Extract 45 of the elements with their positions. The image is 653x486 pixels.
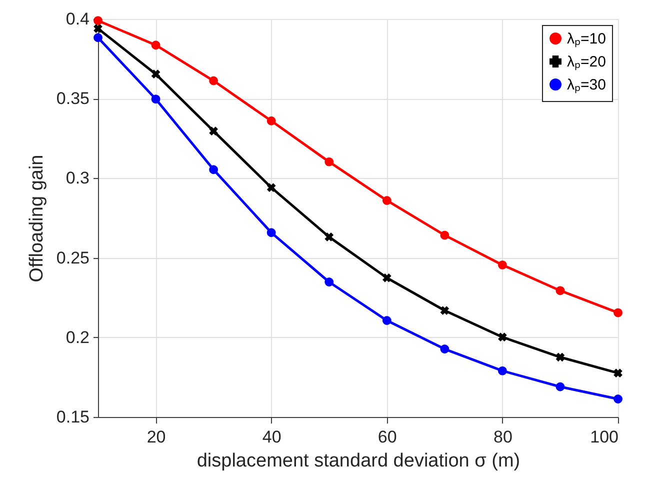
- point: [614, 308, 622, 318]
- point: [614, 394, 622, 404]
- point: [440, 230, 450, 240]
- x-tick-label: 100: [590, 428, 618, 446]
- x-tick-label: 60: [378, 428, 397, 446]
- point: [324, 157, 334, 166]
- point: [151, 40, 160, 50]
- point: [209, 126, 218, 136]
- y-tick-label: 0.4: [66, 10, 90, 28]
- point: [556, 382, 565, 392]
- x-tick-label: 80: [493, 428, 512, 446]
- point: [209, 165, 218, 174]
- point: [498, 366, 507, 376]
- point: [324, 232, 334, 242]
- y-tick-label: 0.25: [56, 248, 90, 268]
- y-tick-label: 0.3: [66, 168, 90, 188]
- point: [151, 70, 160, 79]
- point: [266, 183, 276, 192]
- point: [498, 332, 507, 342]
- y-axis-title: Offloading gain: [26, 154, 48, 282]
- point: [266, 228, 276, 238]
- point: [382, 316, 392, 325]
- point: [209, 76, 218, 86]
- x-tick-label: 40: [262, 428, 282, 446]
- point: [94, 24, 102, 33]
- point: [556, 352, 565, 362]
- point: [498, 260, 507, 270]
- y-tick-label: 0.35: [56, 89, 90, 108]
- point: [382, 273, 392, 282]
- point: [382, 196, 392, 205]
- point: [324, 278, 334, 286]
- legend-label: λₚ=30: [567, 76, 606, 94]
- y-tick-label: 0.2: [66, 328, 90, 347]
- point: [266, 116, 276, 126]
- x-axis-title: displacement standard deviation σ (m): [196, 450, 520, 472]
- point: [440, 344, 450, 354]
- point: [94, 33, 102, 42]
- point: [556, 286, 565, 296]
- legend-label: λₚ=10: [567, 30, 606, 48]
- x-tick-label: 20: [146, 428, 166, 446]
- legend-label: λₚ=20: [567, 54, 606, 70]
- point: [440, 306, 450, 315]
- point: [151, 94, 160, 104]
- point: [614, 368, 622, 378]
- y-tick-label: 0.15: [56, 408, 90, 426]
